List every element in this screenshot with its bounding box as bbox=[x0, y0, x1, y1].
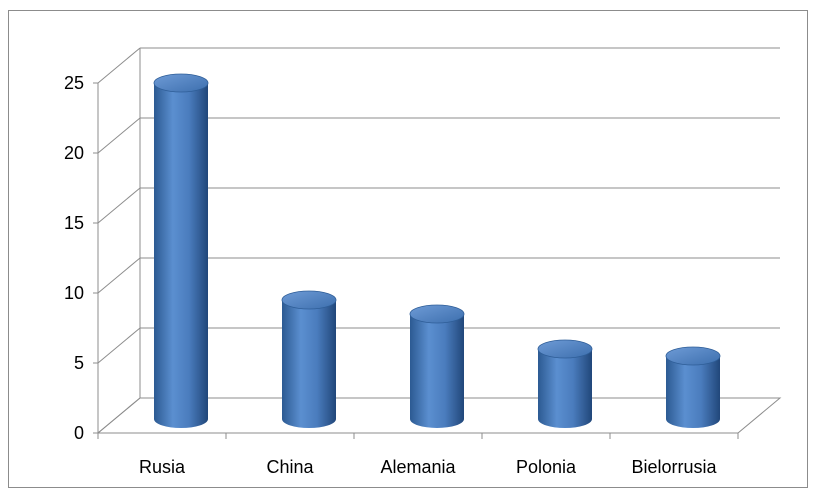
bar-bielorrusia bbox=[665, 346, 721, 428]
bar-rusia bbox=[153, 73, 209, 428]
y-tick-label: 15 bbox=[64, 213, 84, 233]
bar-body bbox=[538, 349, 592, 428]
side-gridline bbox=[97, 327, 141, 364]
axes bbox=[93, 82, 782, 439]
bar-alemania bbox=[409, 304, 465, 428]
y-tick-label: 0 bbox=[74, 423, 84, 443]
floor bbox=[96, 397, 782, 434]
bar-body bbox=[154, 83, 208, 428]
x-tick-label: China bbox=[266, 457, 314, 477]
x-tick-label: Polonia bbox=[516, 457, 577, 477]
tick-labels: 0 5 10 15 20 25 Rusia China Alemania Polonia Bielo… bbox=[64, 73, 718, 477]
bar-cap bbox=[537, 339, 593, 359]
bars bbox=[153, 73, 721, 428]
bar-body bbox=[282, 300, 336, 428]
side-gridline bbox=[97, 187, 141, 224]
side-gridline bbox=[97, 47, 141, 84]
bar-body bbox=[410, 314, 464, 428]
bar-body bbox=[666, 356, 720, 428]
bar-polonia bbox=[537, 339, 593, 428]
x-tick-label: Bielorrusia bbox=[631, 457, 717, 477]
bar-cap bbox=[665, 346, 721, 366]
y-tick-label: 5 bbox=[74, 353, 84, 373]
y-tick-label: 25 bbox=[64, 73, 84, 93]
y-tick-label: 10 bbox=[64, 283, 84, 303]
x-tick-label: Alemania bbox=[380, 457, 456, 477]
bar-cap bbox=[409, 304, 465, 324]
side-gridline bbox=[97, 117, 141, 154]
bar-china bbox=[281, 290, 337, 428]
side-gridline bbox=[97, 257, 141, 294]
bar-cap bbox=[153, 73, 209, 93]
x-tick-label: Rusia bbox=[139, 457, 186, 477]
y-tick-label: 20 bbox=[64, 143, 84, 163]
bar-cap bbox=[281, 290, 337, 310]
